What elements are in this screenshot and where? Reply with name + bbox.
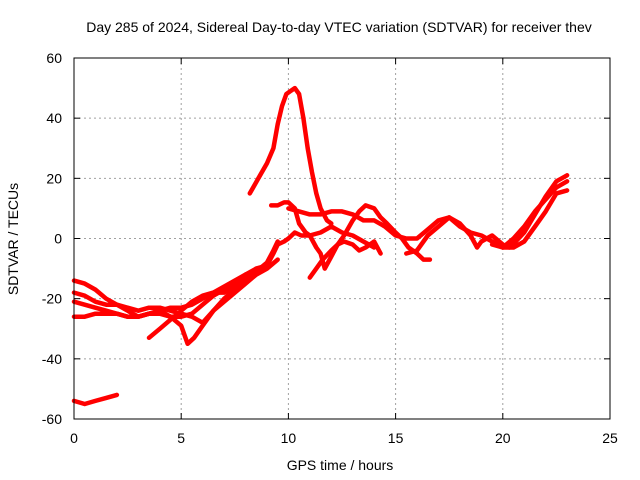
x-tick-label: 0 bbox=[70, 430, 78, 446]
x-tick-label: 20 bbox=[495, 430, 511, 446]
y-tick-label: -60 bbox=[42, 411, 62, 427]
series-arc-12 bbox=[489, 179, 570, 250]
x-tick-label: 25 bbox=[602, 430, 618, 446]
y-axis-label: SDTVAR / TECUs bbox=[5, 183, 21, 295]
series-arc-7 bbox=[247, 85, 334, 226]
series-arc-5 bbox=[146, 269, 259, 341]
y-tick-label: -20 bbox=[42, 291, 62, 307]
chart-title: Day 285 of 2024, Sidereal Day-to-day VTE… bbox=[86, 19, 592, 35]
y-tick-label: 20 bbox=[46, 170, 62, 186]
y-tick-label: -40 bbox=[42, 351, 62, 367]
data-series bbox=[71, 85, 570, 407]
x-tick-label: 15 bbox=[388, 430, 404, 446]
x-tick-label: 10 bbox=[281, 430, 297, 446]
axis-ticks bbox=[73, 57, 611, 420]
series-arc-4 bbox=[71, 257, 280, 325]
x-tick-label: 5 bbox=[177, 430, 185, 446]
series-arc-10 bbox=[307, 239, 383, 280]
x-axis-label: GPS time / hours bbox=[287, 457, 394, 473]
x-tick-labels: 0 5 10 15 20 25 bbox=[70, 430, 618, 446]
series-arc-6 bbox=[71, 392, 120, 407]
y-tick-labels: -60 -40 -20 0 20 40 60 bbox=[42, 50, 62, 427]
series-arc-9 bbox=[286, 188, 570, 250]
y-tick-label: 60 bbox=[46, 50, 62, 66]
y-tick-label: 40 bbox=[46, 110, 62, 126]
y-tick-label: 0 bbox=[54, 231, 62, 247]
